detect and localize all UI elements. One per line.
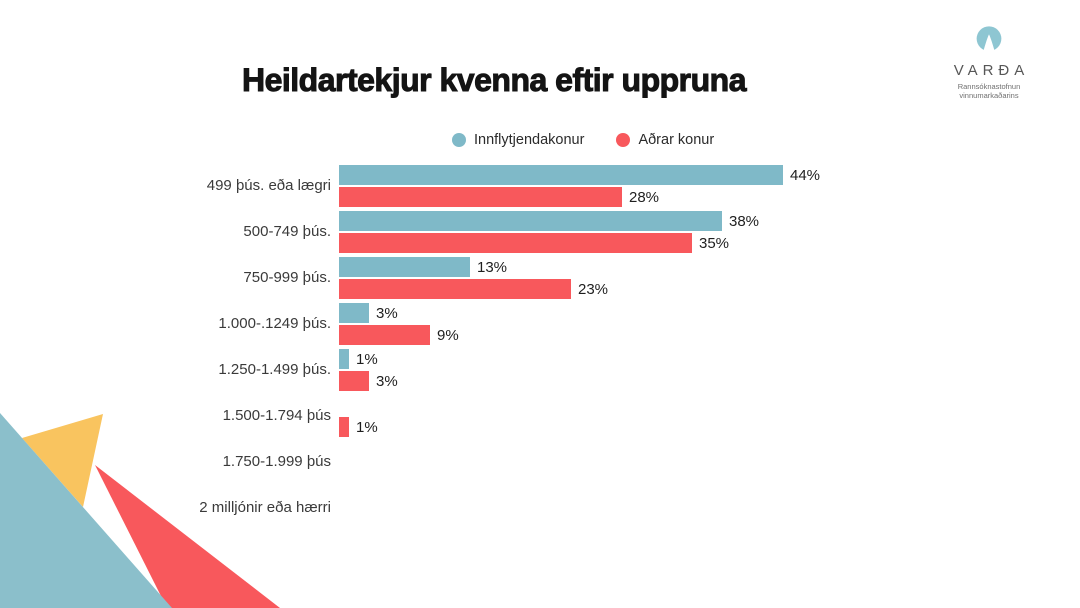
bar-value-label: 3% <box>376 305 398 322</box>
bar-adrar-konur <box>339 325 430 345</box>
bar-value-label: 13% <box>477 259 508 276</box>
category-label: 1.750-1.999 þús <box>222 453 331 470</box>
bar-value-label: 1% <box>356 351 378 368</box>
logo-subtitle-line1: Rannsóknastofnun <box>957 82 1021 91</box>
bar-value-label: 28% <box>629 189 660 206</box>
category-label: 2 milljónir eða hærri <box>199 499 331 516</box>
bar-value-label: 9% <box>437 327 459 344</box>
teal-triangle <box>0 413 172 608</box>
chart-legend: Innflytjendakonur Aðrar konur <box>452 132 714 148</box>
bar-innflytjendakonur <box>339 257 470 277</box>
legend-item-adrar-konur: Aðrar konur <box>616 132 714 148</box>
category-label: 500-749 þús. <box>243 223 331 240</box>
legend-dot-red-icon <box>616 133 631 147</box>
bar-innflytjendakonur <box>339 211 722 231</box>
yellow-triangle <box>22 414 103 507</box>
varda-logo: VARÐA Rannsóknastofnun vinnumarkaðarins <box>934 24 1044 100</box>
category-label: 1.500-1.794 þús <box>222 407 331 424</box>
bar-adrar-konur <box>339 187 622 207</box>
legend-label: Innflytjendakonur <box>474 132 585 148</box>
legend-dot-teal-icon <box>452 133 466 147</box>
legend-item-innflytjendakonur: Innflytjendakonur <box>452 132 584 148</box>
bar-value-label: 3% <box>376 373 398 390</box>
bar-value-label: 44% <box>790 167 821 184</box>
logo-subtitle-line2: vinnumarkaðarins <box>959 91 1019 100</box>
legend-label: Aðrar konur <box>638 132 715 148</box>
bar-adrar-konur <box>339 233 692 253</box>
bar-innflytjendakonur <box>339 349 349 369</box>
category-label: 499 þús. eða lægri <box>206 177 331 194</box>
bar-value-label: 38% <box>729 213 760 230</box>
bar-innflytjendakonur <box>339 165 783 185</box>
decorative-triangles <box>0 413 280 608</box>
bar-value-label: 23% <box>578 281 609 298</box>
red-triangle <box>95 465 280 608</box>
category-label: 1.250-1.499 þús. <box>218 361 331 378</box>
bar-adrar-konur <box>339 279 571 299</box>
bar-adrar-konur <box>339 417 349 437</box>
bar-adrar-konur <box>339 371 369 391</box>
category-label: 750-999 þús. <box>243 269 331 286</box>
bar-value-label: 35% <box>699 235 730 252</box>
bar-value-label: 1% <box>356 419 378 436</box>
varda-logo-icon <box>976 26 1002 52</box>
category-label: 1.000-.1249 þús. <box>218 315 331 332</box>
logo-name: VARÐA <box>953 62 1030 79</box>
page-title: Heildartekjur kvenna eftir uppruna <box>241 62 747 99</box>
bar-innflytjendakonur <box>339 303 369 323</box>
